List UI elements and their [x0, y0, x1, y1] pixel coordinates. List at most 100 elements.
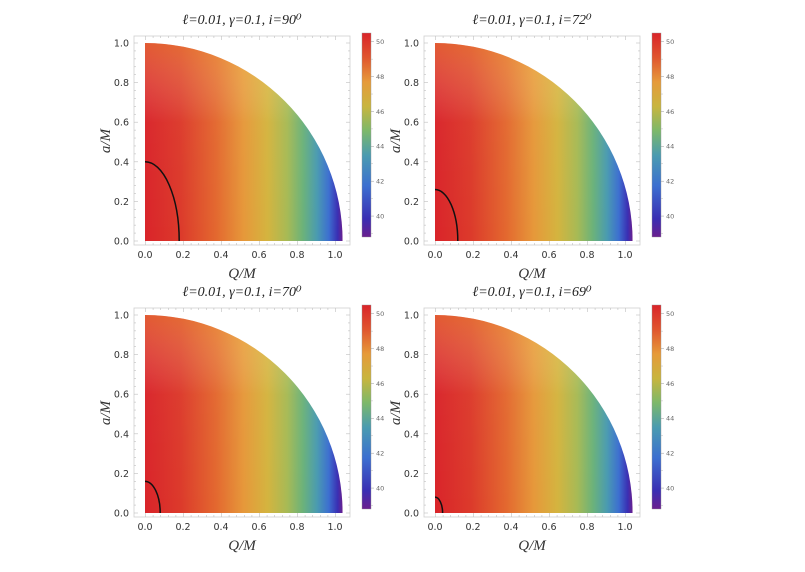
colorbar-tick-label: 44 [666, 415, 674, 423]
y-tick-label: 0.2 [114, 469, 129, 480]
density-shading [435, 315, 633, 513]
colorbar-tick-label: 50 [376, 38, 384, 46]
contour-line [144, 161, 180, 242]
plot-frame [423, 35, 641, 246]
y-tick-label: 0.2 [114, 197, 129, 208]
y-tick-label: 0.6 [114, 118, 129, 129]
x-tick-label: 0.4 [213, 522, 228, 533]
y-tick-label: 1.0 [114, 39, 129, 50]
x-tick-label: 1.0 [327, 250, 342, 261]
colorbar-tick-label: 46 [376, 380, 384, 388]
colorbar-tick-label: 40 [376, 484, 384, 492]
y-axis-title: a/M [98, 399, 114, 425]
y-axis-title: a/M [388, 127, 404, 153]
x-tick-label: 0.8 [289, 250, 304, 261]
colorbar-tick-label: 44 [666, 143, 674, 151]
plot-frame [133, 35, 351, 246]
colorbar: 50 48 46 44 42 40 [651, 32, 674, 238]
x-tick-label: 0.2 [465, 522, 480, 533]
x-axis-title: Q/M [228, 266, 257, 282]
plot-frame [133, 307, 351, 518]
y-axis-title: a/M [388, 399, 404, 425]
y-tick-label: 0.0 [404, 237, 419, 248]
y-tick-label: 1.0 [404, 39, 419, 50]
colorbar-tick-label: 40 [666, 484, 674, 492]
x-tick-label: 1.0 [327, 522, 342, 533]
colorbar-tick-label: 46 [666, 108, 674, 116]
x-tick-label: 0.4 [503, 522, 518, 533]
y-tick-label: 0.8 [404, 78, 419, 89]
y-tick-label: 0.6 [404, 118, 419, 129]
y-tick-label: 1.0 [404, 311, 419, 322]
colorbar-tick-label: 44 [376, 415, 384, 423]
panel-4: 0.0 0.2 0.4 0.6 0.8 1.0 0.0 0.2 0.4 0.6 0.8 1.0 ℓ=0.… [388, 285, 674, 554]
colorbar-tick-label: 42 [666, 178, 674, 186]
y-tick-label: 0.0 [114, 237, 129, 248]
y-tick-label: 0.0 [114, 509, 129, 520]
colorbar: 50 48 46 44 42 40 [651, 304, 674, 510]
colorbar-tick-label: 48 [376, 73, 384, 81]
y-tick-label: 0.4 [114, 429, 129, 440]
x-tick-label: 0.2 [175, 250, 190, 261]
panel-title: ℓ=0.01, γ=0.1, i=70⁰ [182, 285, 302, 300]
colorbar-tick-label: 50 [666, 310, 674, 318]
x-tick-label: 0.0 [137, 250, 152, 261]
colorbar-tick-label: 48 [666, 73, 674, 81]
y-tick-label: 0.8 [114, 350, 129, 361]
x-tick-label: 0.0 [427, 250, 442, 261]
x-tick-label: 0.8 [579, 522, 594, 533]
y-tick-label: 0.8 [114, 78, 129, 89]
panel-title: ℓ=0.01, γ=0.1, i=69⁰ [472, 285, 592, 300]
y-tick-label: 0.4 [404, 429, 419, 440]
density-shading [435, 43, 633, 241]
x-tick-label: 0.4 [213, 250, 228, 261]
x-tick-label: 1.0 [617, 250, 632, 261]
colorbar-tick-label: 50 [376, 310, 384, 318]
x-tick-label: 0.0 [137, 522, 152, 533]
y-tick-label: 0.4 [404, 157, 419, 168]
colorbar-tick-label: 40 [666, 212, 674, 220]
contour-line [434, 496, 444, 514]
colorbar-tick-label: 40 [376, 212, 384, 220]
x-axis-title: Q/M [228, 538, 257, 554]
x-tick-label: 1.0 [617, 522, 632, 533]
x-tick-label: 0.0 [427, 522, 442, 533]
panel-1: 0.0 0.2 0.4 0.6 0.8 1.0 0.0 0.2 0.4 0.6 0.8 1.0 ℓ=0.… [98, 13, 384, 282]
y-tick-label: 0.2 [404, 469, 419, 480]
colorbar-tick-label: 46 [666, 380, 674, 388]
colorbar-tick-label: 50 [666, 38, 674, 46]
y-tick-label: 0.0 [404, 509, 419, 520]
colorbar-tick-label: 42 [376, 450, 384, 458]
x-tick-label: 0.6 [251, 522, 266, 533]
colorbar-tick-label: 48 [376, 345, 384, 353]
colorbar: 50 48 46 44 42 40 [361, 32, 384, 238]
panel-2: 0.0 0.2 0.4 0.6 0.8 1.0 0.0 0.2 0.4 0.6 0.8 1.0 ℓ=0.… [388, 13, 674, 282]
panel-3: 0.0 0.2 0.4 0.6 0.8 1.0 0.0 0.2 0.4 0.6 0.8 1.0 ℓ=0.… [98, 285, 384, 554]
y-tick-label: 0.4 [114, 157, 129, 168]
density-shading [145, 43, 343, 241]
y-tick-label: 0.6 [404, 390, 419, 401]
colorbar-tick-label: 42 [666, 450, 674, 458]
x-axis-title: Q/M [518, 538, 547, 554]
panel-title: ℓ=0.01, γ=0.1, i=72⁰ [472, 13, 592, 28]
contour-line [434, 188, 459, 242]
x-tick-label: 0.2 [465, 250, 480, 261]
x-tick-label: 0.8 [579, 250, 594, 261]
density-shading [145, 315, 343, 513]
colorbar-tick-label: 42 [376, 178, 384, 186]
y-tick-label: 0.8 [404, 350, 419, 361]
x-tick-label: 0.6 [251, 250, 266, 261]
y-tick-label: 0.6 [114, 390, 129, 401]
x-tick-label: 0.6 [541, 522, 556, 533]
colorbar: 50 48 46 44 42 40 [361, 304, 384, 510]
panel-title: ℓ=0.01, γ=0.1, i=90⁰ [182, 13, 302, 28]
x-tick-label: 0.4 [503, 250, 518, 261]
x-tick-label: 0.2 [175, 522, 190, 533]
colorbar-tick-label: 48 [666, 345, 674, 353]
y-axis-title: a/M [98, 127, 114, 153]
colorbar-tick-label: 44 [376, 143, 384, 151]
x-tick-label: 0.6 [541, 250, 556, 261]
x-tick-label: 0.8 [289, 522, 304, 533]
plot-frame [423, 307, 641, 518]
